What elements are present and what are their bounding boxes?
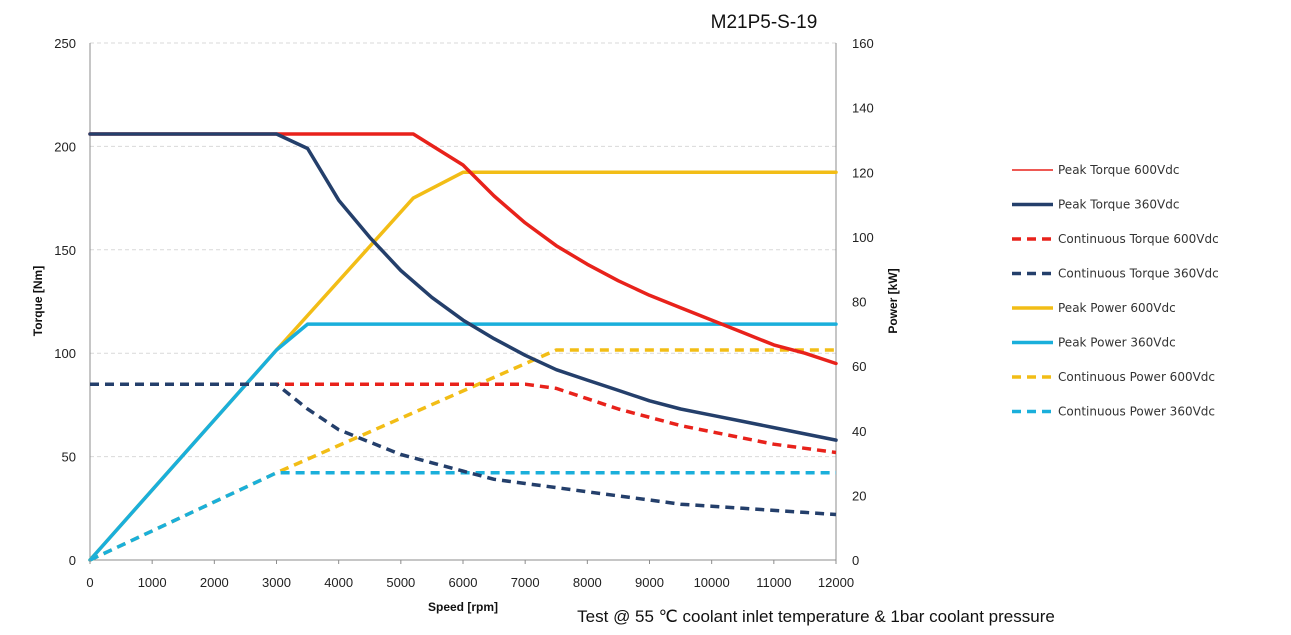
series-line-peak-torque-600vdc [88, 132, 838, 366]
legend-label: Peak Power 360Vdc [1058, 336, 1176, 350]
x-tick-labels: 0 1000 2000 3000 4000 5000 6000 7000 8000 9000 100… [86, 560, 854, 590]
x-tick-label: 6000 [449, 575, 478, 590]
x-tick-label: 9000 [635, 575, 664, 590]
x-tick-label: 4000 [324, 575, 353, 590]
series-lines [88, 132, 838, 562]
y2-tick-label: 140 [852, 101, 874, 116]
legend: Peak Torque 600Vdc Peak Torque 360Vdc Cont… [1012, 163, 1219, 419]
y-tick-label: 100 [54, 346, 76, 361]
chart-title: M21P5-S-19 [711, 12, 818, 33]
y2-tick-label: 0 [852, 553, 859, 568]
y2-tick-label: 100 [852, 230, 874, 245]
series-line-peak-torque-360vdc [88, 132, 838, 442]
y-tick-labels: 0 50 100 150 200 250 [54, 36, 76, 568]
x-tick-label: 0 [86, 575, 93, 590]
y2-tick-label: 40 [852, 424, 866, 439]
y-tick-label: 200 [54, 139, 76, 154]
y2-tick-label: 60 [852, 359, 866, 374]
x-tick-label: 12000 [818, 575, 854, 590]
series-line-continuous-power-360vdc [89, 471, 836, 562]
x-tick-label: 11000 [756, 575, 791, 590]
legend-label: Peak Torque 600Vdc [1058, 163, 1179, 177]
test-conditions-note: Test @ 55 ℃ coolant inlet temperature & … [577, 607, 1055, 626]
y-axis-title: Torque [Nm] [31, 266, 45, 336]
series-line-peak-power-360vdc [88, 322, 838, 562]
y2-tick-label: 80 [852, 295, 866, 310]
y-tick-label: 50 [62, 450, 76, 465]
x-tick-label: 7000 [511, 575, 540, 590]
x-tick-label: 8000 [573, 575, 602, 590]
legend-label: Continuous Power 360Vdc [1058, 405, 1215, 419]
legend-label: Peak Power 600Vdc [1058, 301, 1176, 315]
y-tick-label: 150 [54, 243, 76, 258]
legend-label: Continuous Torque 600Vdc [1058, 232, 1219, 246]
gridlines [90, 42, 836, 458]
y2-axis-title: Power [kW] [886, 268, 900, 333]
series-line-continuous-torque-600vdc [90, 382, 837, 455]
y-tick-label: 0 [69, 553, 76, 568]
legend-label: Continuous Torque 360Vdc [1058, 267, 1219, 281]
y2-tick-label: 120 [852, 165, 874, 180]
y2-tick-labels: 0 20 40 60 80 100 120 140 160 [852, 36, 874, 568]
y2-tick-label: 20 [852, 488, 866, 503]
x-axis-title: Speed [rpm] [428, 600, 498, 614]
x-tick-label: 1000 [138, 575, 167, 590]
y2-tick-label: 160 [852, 36, 874, 51]
x-tick-label: 2000 [200, 575, 229, 590]
y-tick-label: 250 [54, 36, 76, 51]
axes [89, 43, 837, 561]
series-line-peak-power-600vdc [88, 170, 838, 562]
series-line-continuous-power-600vdc [89, 348, 836, 562]
series-line-continuous-torque-360vdc [90, 382, 837, 517]
x-tick-label: 10000 [694, 575, 730, 590]
legend-label: Peak Torque 360Vdc [1058, 198, 1179, 212]
x-tick-label: 3000 [262, 575, 291, 590]
legend-label: Continuous Power 600Vdc [1058, 370, 1215, 384]
x-tick-label: 5000 [386, 575, 415, 590]
